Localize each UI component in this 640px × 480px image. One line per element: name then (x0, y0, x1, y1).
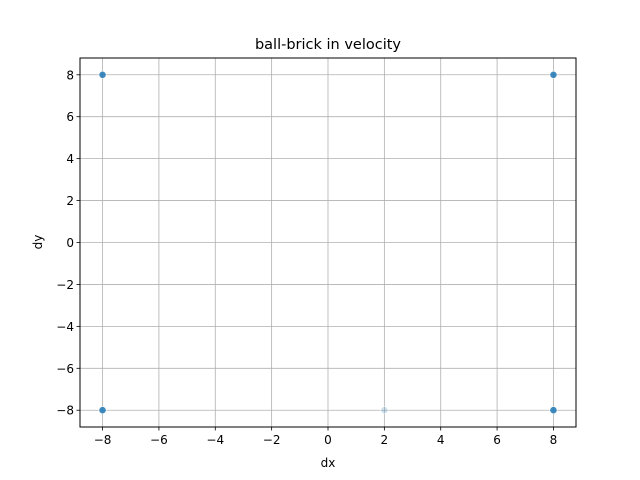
y-tick-label: −6 (56, 362, 74, 376)
x-tick-label: −8 (94, 433, 112, 447)
x-tick-label: −2 (263, 433, 281, 447)
y-tick-label: 8 (66, 68, 74, 82)
data-point (549, 406, 558, 415)
y-tick-label: −2 (56, 278, 74, 292)
grid-lines (80, 58, 576, 427)
x-axis-ticks: −8 −6 −4 −2 0 2 4 6 8 (94, 427, 558, 447)
x-tick-label: −4 (206, 433, 224, 447)
x-tick-label: 6 (493, 433, 501, 447)
y-tick-label: 6 (66, 110, 74, 124)
y-tick-label: −8 (56, 404, 74, 418)
y-axis-label: dy (31, 235, 45, 250)
y-tick-label: 0 (66, 236, 74, 250)
data-point (380, 406, 389, 415)
data-points (98, 70, 558, 415)
y-tick-label: 4 (66, 152, 74, 166)
data-point (98, 406, 107, 415)
x-tick-label: −6 (150, 433, 168, 447)
x-tick-label: 0 (324, 433, 332, 447)
y-axis-ticks: −8 −6 −4 −2 0 2 4 6 8 (56, 68, 80, 418)
y-tick-label: −4 (56, 320, 74, 334)
x-axis-label: dx (321, 456, 336, 470)
data-point (98, 70, 107, 79)
chart-title: ball-brick in velocity (255, 37, 401, 53)
y-tick-label: 2 (66, 194, 74, 208)
x-tick-label: 4 (437, 433, 445, 447)
x-tick-label: 2 (381, 433, 389, 447)
data-point (549, 70, 558, 79)
x-tick-label: 8 (550, 433, 558, 447)
